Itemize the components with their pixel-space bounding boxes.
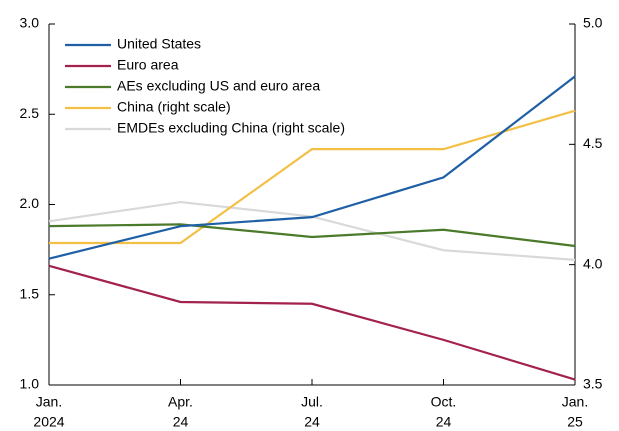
series-line: [48, 223, 576, 248]
legend-label: China (right scale): [117, 99, 231, 115]
x-tick-label: Apr.: [168, 394, 193, 410]
series-line: [48, 200, 576, 261]
y2-tick-label: 4.0: [583, 255, 603, 271]
series-line: [49, 109, 576, 245]
legend-label: United States: [117, 36, 201, 52]
y2-tick-label: 3.5: [583, 376, 603, 392]
y-tick-label: 2.0: [20, 195, 40, 211]
x-tick-label: Jul.: [301, 394, 323, 410]
series-line: [48, 264, 576, 381]
y-tick-label: 3.0: [20, 15, 40, 31]
y2-tick-label: 5.0: [583, 15, 603, 31]
x-tick-label: 2024: [33, 414, 64, 430]
x-tick-label: Jan.: [562, 394, 588, 410]
legend-label: Euro area: [117, 57, 179, 73]
x-tick-label: 25: [567, 414, 583, 430]
y-tick-label: 1.0: [20, 376, 40, 392]
x-tick-label: 24: [304, 414, 320, 430]
x-tick-label: Oct.: [431, 394, 457, 410]
y-tick-label: 1.5: [20, 285, 40, 301]
series-line: [48, 75, 576, 260]
x-tick-label: Jan.: [36, 394, 62, 410]
legend-label: EMDEs excluding China (right scale): [117, 120, 345, 136]
y-tick-label: 2.5: [20, 105, 40, 121]
y2-tick-label: 4.5: [583, 135, 603, 151]
legend-label: AEs excluding US and euro area: [117, 78, 320, 94]
x-tick-label: 24: [173, 414, 189, 430]
x-tick-label: 24: [436, 414, 452, 430]
